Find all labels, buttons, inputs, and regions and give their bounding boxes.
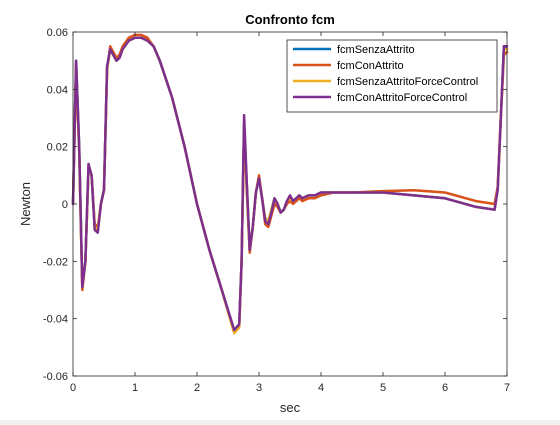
series-layer [71, 33, 509, 335]
x-tick-label: 2 [194, 382, 200, 394]
y-tick-label: 0.04 [47, 84, 68, 96]
x-tick-label: 4 [318, 382, 324, 394]
y-tick-label: -0.04 [43, 314, 68, 326]
legend-box [286, 39, 498, 113]
y-tick-label: -0.02 [43, 256, 68, 268]
x-tick-label: 3 [256, 382, 262, 394]
x-tick-label: 0 [70, 382, 76, 394]
chart-title: Confronto fcm [245, 12, 335, 27]
legend: fcmSenzaAttrito fcmConAttrito fcmSenzaAttr… [286, 39, 498, 113]
x-tick-label: 6 [442, 382, 448, 394]
y-tick-label: 0 [62, 199, 68, 211]
legend-label-2: fcmConAttrito [337, 60, 404, 72]
x-tick-label: 7 [504, 382, 510, 394]
x-tick-label: 5 [380, 382, 386, 394]
ticks-layer: 0 1 2 3 4 5 6 7 -0.06 -0.04 -0.02 0 0.02 0.04 0.06 [43, 27, 510, 394]
series-line-4 [71, 36, 509, 332]
legend-label-3: fcmSenzaAttritoForceControl [337, 76, 478, 88]
legend-label-1: fcmSenzaAttrito [337, 44, 415, 56]
y-tick-label: 0.06 [47, 27, 68, 39]
y-tick-label: -0.06 [43, 371, 68, 383]
x-tick-label: 1 [132, 382, 138, 394]
x-axis-label: sec [280, 400, 301, 415]
y-tick-label: 0.02 [47, 142, 68, 154]
y-axis-label: Newton [18, 182, 33, 226]
legend-label-4: fcmConAttritoForceControl [337, 92, 467, 104]
